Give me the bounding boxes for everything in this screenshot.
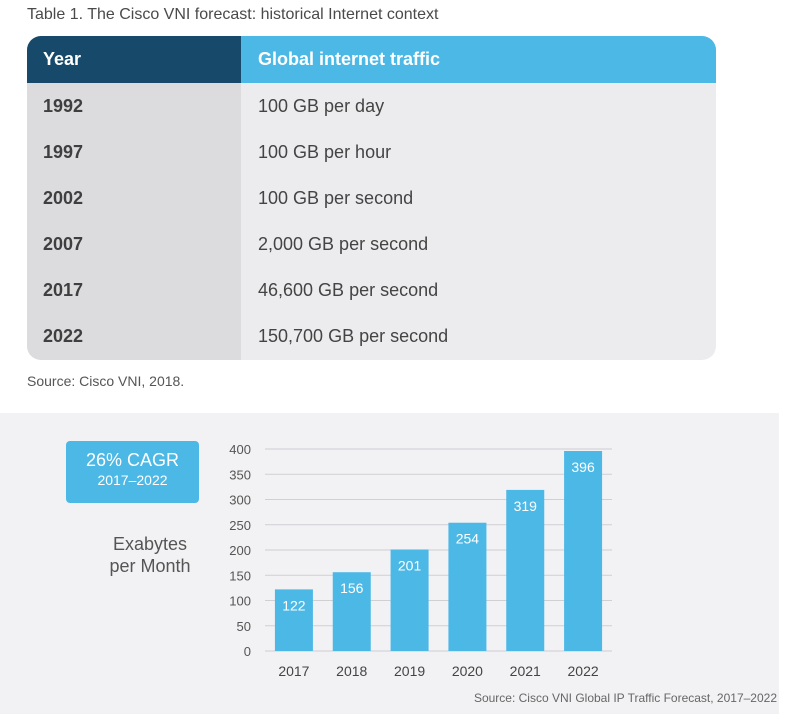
table-row: 2017 46,600 GB per second bbox=[27, 267, 716, 313]
bar bbox=[332, 572, 371, 651]
x-tick-label: 2019 bbox=[394, 663, 425, 679]
cell-year: 1992 bbox=[43, 96, 84, 116]
chart-source: Source: Cisco VNI Global IP Traffic Fore… bbox=[473, 691, 777, 705]
bar-value-label: 201 bbox=[398, 557, 422, 573]
bar bbox=[448, 522, 487, 651]
table-row: 1992 100 GB per day bbox=[27, 83, 716, 129]
cell-year: 2002 bbox=[43, 188, 84, 208]
table-body: 1992 100 GB per day 1997 100 GB per hour… bbox=[27, 83, 716, 359]
x-tick-label: 2022 bbox=[568, 663, 599, 679]
cell-traffic: 150,700 GB per second bbox=[258, 326, 449, 346]
cell-year: 2022 bbox=[43, 326, 84, 346]
cell-year: 2017 bbox=[43, 280, 84, 300]
bar-value-label: 122 bbox=[282, 597, 306, 613]
cell-traffic: 46,600 GB per second bbox=[258, 280, 439, 300]
bar bbox=[506, 489, 545, 651]
y-tick-label: 200 bbox=[229, 543, 251, 558]
table-row: 2022 150,700 GB per second bbox=[27, 313, 716, 359]
y-tick-label: 50 bbox=[237, 619, 251, 634]
cell-year: 1997 bbox=[43, 142, 84, 162]
y-tick-label: 0 bbox=[244, 644, 251, 659]
cell-traffic: 2,000 GB per second bbox=[258, 234, 429, 254]
y-tick-label: 100 bbox=[229, 594, 251, 609]
bar-value-label: 156 bbox=[340, 580, 364, 596]
x-tick-label: 2017 bbox=[278, 663, 309, 679]
y-tick-label: 150 bbox=[229, 568, 251, 583]
cagr-range: 2017–2022 bbox=[97, 472, 168, 488]
cagr-callout: 26% CAGR 2017–2022 bbox=[66, 441, 199, 503]
y-tick-label: 400 bbox=[229, 442, 251, 457]
table-row: 1997 100 GB per hour bbox=[27, 129, 716, 175]
table-row: 2007 2,000 GB per second bbox=[27, 221, 716, 267]
x-tick-label: 2018 bbox=[336, 663, 367, 679]
bar-value-label: 319 bbox=[514, 498, 538, 514]
table-caption: Table 1. The Cisco VNI forecast: histori… bbox=[27, 6, 439, 23]
bar bbox=[390, 549, 429, 651]
y-axis-label: Exabytes per Month bbox=[109, 534, 191, 576]
header-traffic: Global internet traffic bbox=[241, 36, 716, 83]
x-tick-label: 2021 bbox=[510, 663, 541, 679]
header-year: Year bbox=[27, 36, 241, 83]
bar bbox=[564, 451, 603, 651]
cell-traffic: 100 GB per day bbox=[258, 96, 385, 116]
cell-traffic: 100 GB per second bbox=[258, 188, 414, 208]
y-tick-label: 350 bbox=[229, 467, 251, 482]
cell-year: 2007 bbox=[43, 234, 84, 254]
cagr-value: 26% CAGR bbox=[85, 450, 180, 470]
table-source: Source: Cisco VNI, 2018. bbox=[27, 373, 185, 389]
traffic-table: Year Global internet traffic 1992 100 GB… bbox=[27, 36, 716, 360]
bar-value-label: 254 bbox=[456, 531, 480, 547]
year-column-background bbox=[27, 83, 241, 360]
bar bbox=[274, 589, 313, 651]
x-tick-label: 2020 bbox=[452, 663, 483, 679]
bar-value-label: 396 bbox=[571, 459, 595, 475]
table-row: 2002 100 GB per second bbox=[27, 175, 716, 221]
cell-traffic: 100 GB per hour bbox=[258, 142, 392, 162]
y-tick-label: 300 bbox=[229, 493, 251, 508]
y-tick-label: 250 bbox=[229, 518, 251, 533]
table-header: Year Global internet traffic bbox=[27, 36, 716, 83]
